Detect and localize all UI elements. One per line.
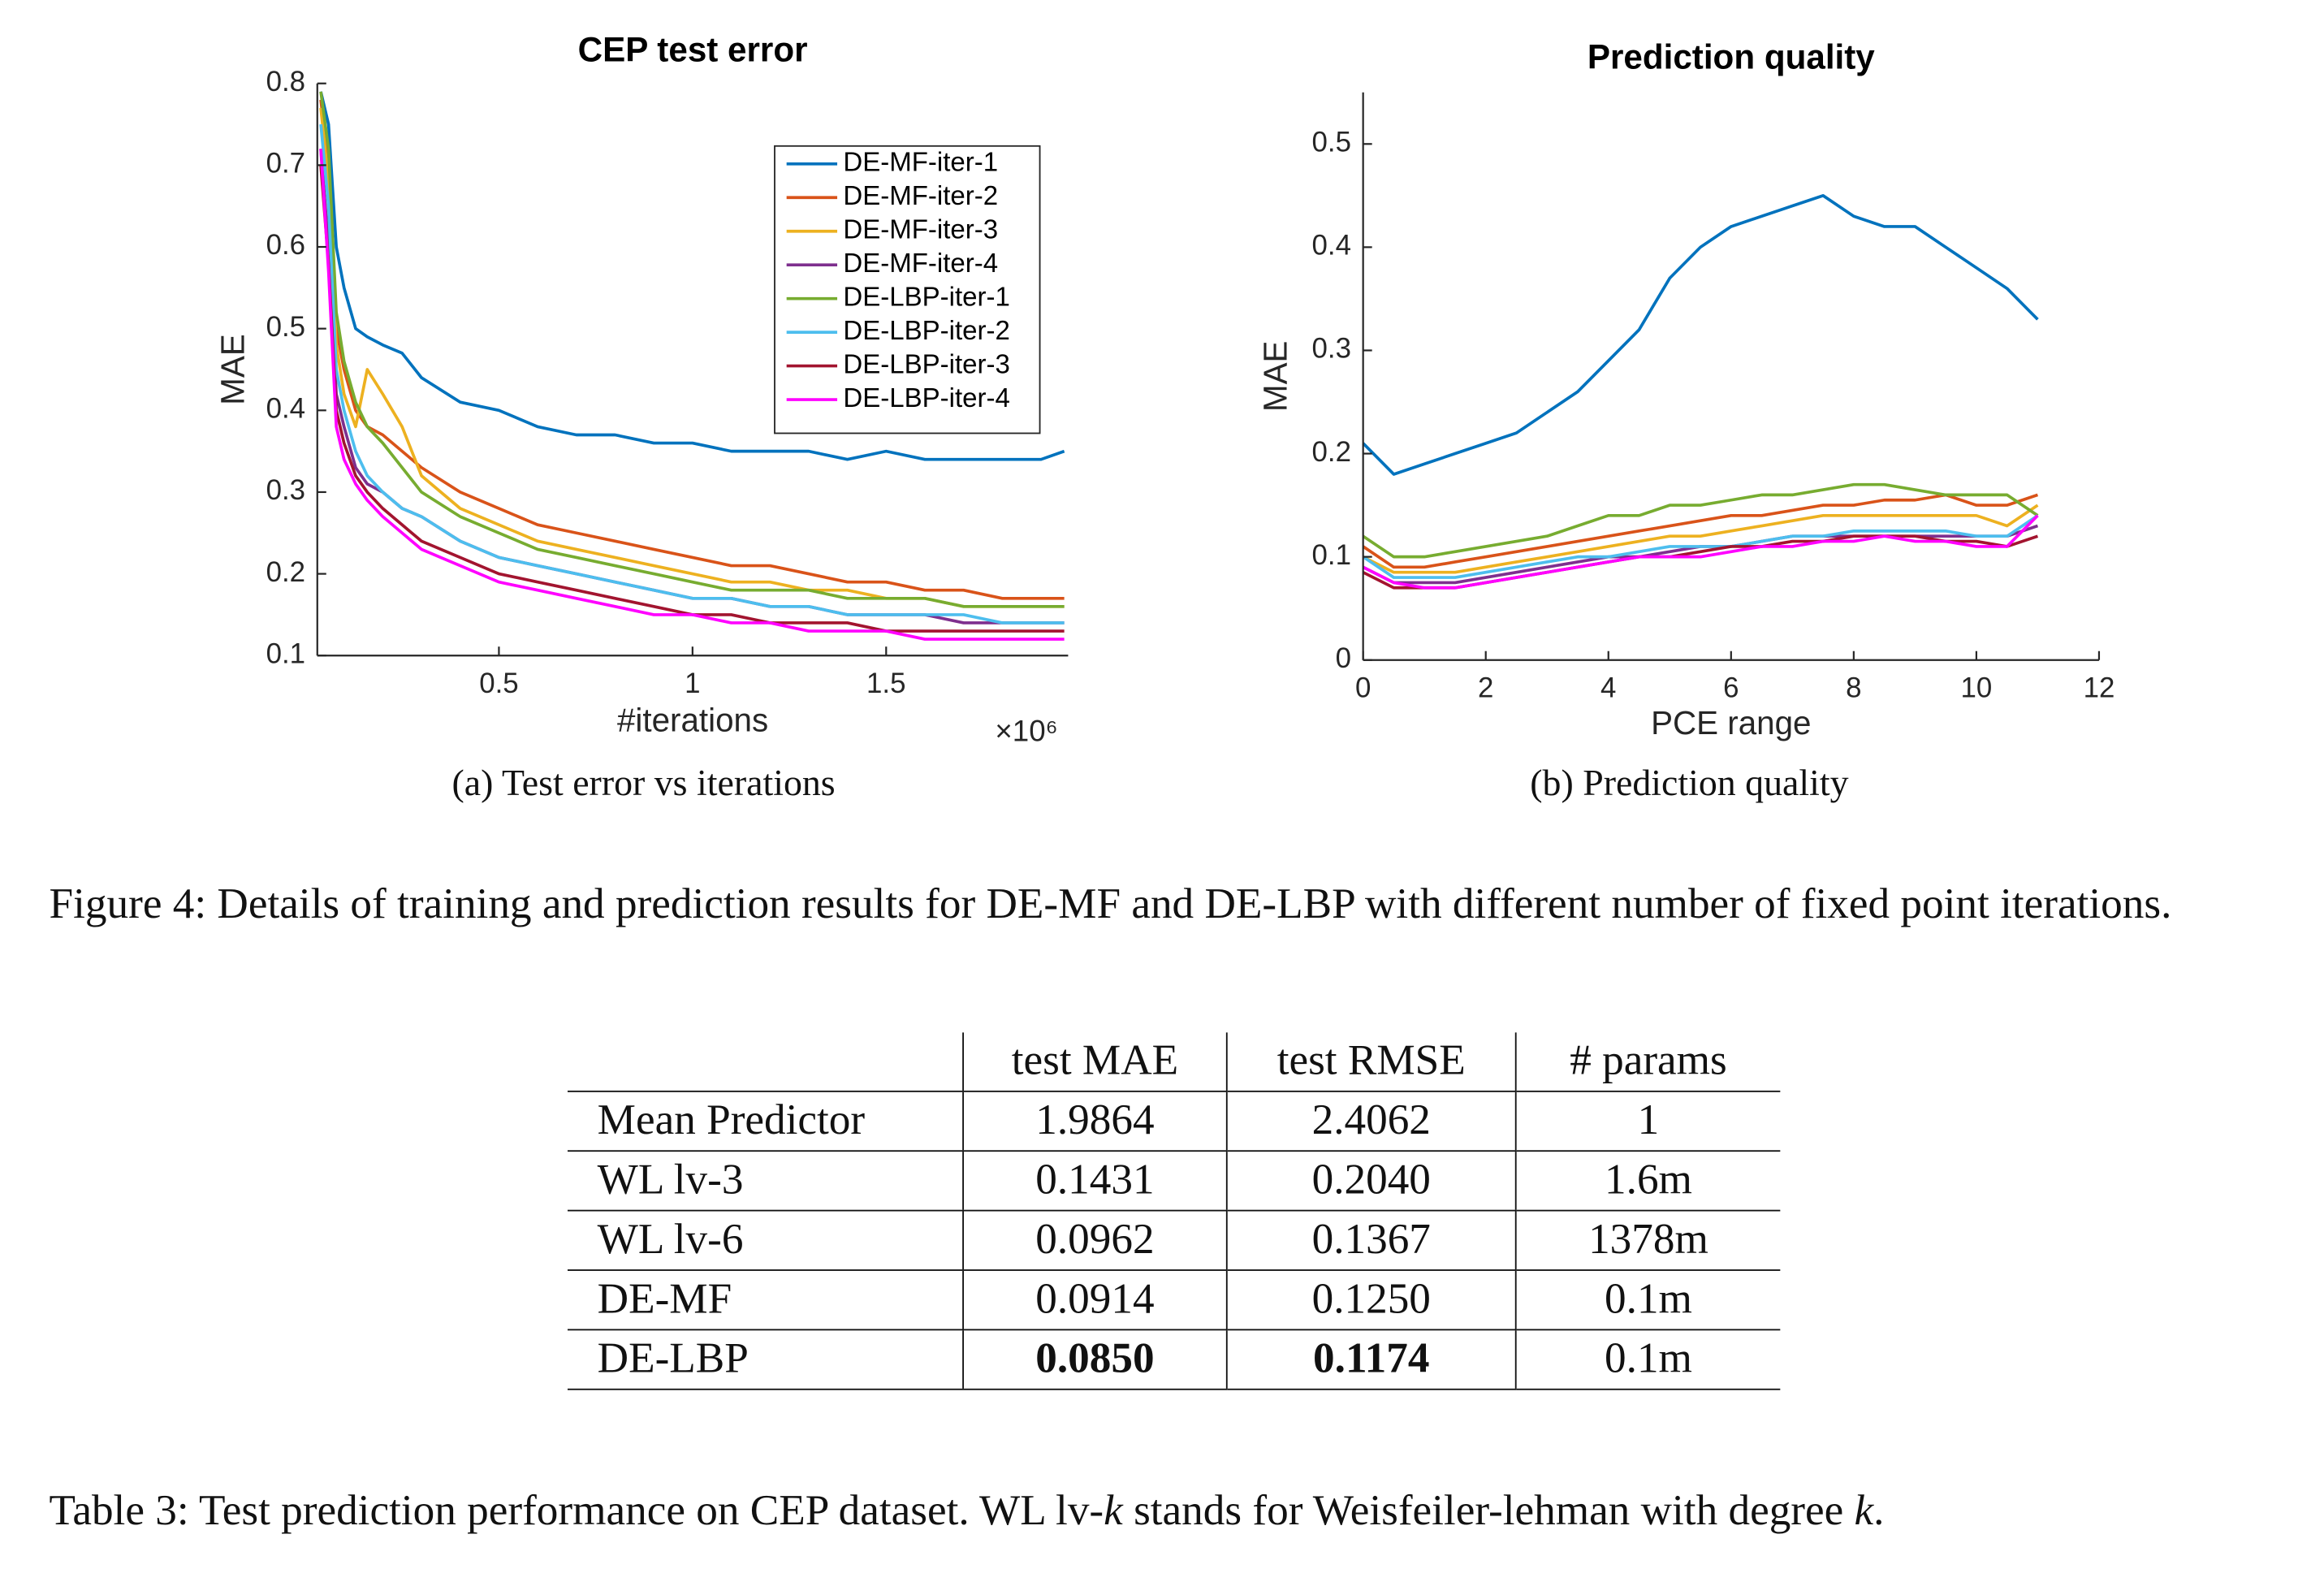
series-line: [319, 165, 1065, 633]
y-tick-label: 0.7: [266, 148, 305, 179]
series-line: [1362, 504, 2039, 574]
series-line: [319, 149, 1065, 641]
y-tick-label: 0.2: [266, 556, 305, 588]
subfigure-caption: (b) Prediction quality: [1530, 762, 1848, 803]
table-row: DE-MF 0.0914 0.1250 0.1m: [567, 1269, 1781, 1331]
table-row: Mean Predictor 1.9864 2.4062 1: [567, 1091, 1781, 1152]
series-line: [1362, 514, 2039, 590]
legend-label: DE-LBP-iter-2: [843, 315, 1009, 345]
y-tick-label: 0.3: [266, 474, 305, 506]
table-header-row: test MAE test RMSE # params: [567, 1032, 1781, 1092]
y-axis-label: MAE: [214, 334, 252, 404]
caption-math: k: [1854, 1486, 1874, 1535]
header-corner: [567, 1032, 964, 1092]
y-axis-label: MAE: [1257, 341, 1294, 412]
y-tick-label: 0.1: [1312, 539, 1351, 571]
series-line: [319, 91, 1065, 461]
table-cell: 0.1174: [1225, 1329, 1516, 1390]
legend-label: DE-MF-iter-1: [843, 147, 998, 177]
caption-text: stands for Weisfeiler-lehman with degree: [1122, 1486, 1855, 1535]
x-tick-label: 4: [1600, 672, 1616, 704]
table-cell: 1.9864: [962, 1091, 1227, 1152]
column-header: test RMSE: [1225, 1032, 1516, 1092]
table-caption: Table 3: Test prediction performance on …: [50, 1482, 2314, 1541]
y-tick-label: 0.4: [266, 393, 305, 425]
y-tick-label: 0.2: [1312, 436, 1351, 468]
caption-math: k: [1104, 1486, 1123, 1535]
y-tick-label: 0.1: [266, 638, 305, 669]
x-tick-label: 6: [1723, 672, 1739, 704]
table-cell: 1: [1514, 1091, 1781, 1152]
row-label: DE-MF: [567, 1269, 964, 1331]
series-line: [319, 123, 1065, 625]
table-cell: 0.1431: [962, 1151, 1227, 1212]
x-tick-label: 12: [2084, 672, 2115, 704]
table-cell: 1.6m: [1514, 1151, 1781, 1212]
legend-label: DE-LBP-iter-3: [843, 348, 1009, 378]
table-cell: 0.0850: [962, 1329, 1227, 1390]
x-axis-label: #iterations: [617, 701, 768, 738]
table-cell: 0.1m: [1514, 1329, 1781, 1390]
legend-label: DE-LBP-iter-1: [843, 281, 1009, 311]
row-label: Mean Predictor: [567, 1091, 964, 1152]
x-exponent-label: ×10⁶: [995, 714, 1057, 747]
subfigure-caption: (a) Test error vs iterations: [451, 762, 835, 803]
table-cell: 2.4062: [1225, 1091, 1516, 1152]
y-tick-label: 0.4: [1312, 230, 1351, 262]
series-line: [1362, 493, 2039, 569]
y-tick-label: 0.5: [1312, 126, 1351, 158]
legend-label: DE-MF-iter-3: [843, 214, 998, 244]
x-tick-label: 1: [685, 668, 700, 699]
series-line: [1362, 524, 2039, 585]
x-tick-label: 0: [1355, 672, 1371, 704]
legend-box: [774, 145, 1041, 434]
table-cell: 0.1367: [1225, 1210, 1516, 1271]
x-tick-label: 0.5: [479, 668, 518, 699]
chart-title: Prediction quality: [1587, 38, 1875, 76]
row-label: WL lv-3: [567, 1151, 964, 1212]
x-tick-label: 10: [1961, 672, 1993, 704]
y-tick-label: 0.8: [266, 66, 305, 97]
table-cell: 1378m: [1514, 1210, 1781, 1271]
table-cell: 0.0962: [962, 1210, 1227, 1271]
x-tick-label: 2: [1478, 672, 1493, 704]
caption-text: .: [1873, 1486, 1885, 1535]
x-axis-label: PCE range: [1651, 704, 1811, 741]
table-row: WL lv-3 0.1431 0.2040 1.6m: [567, 1151, 1781, 1212]
x-tick-label: 8: [1846, 672, 1861, 704]
table-cell: 0.1m: [1514, 1269, 1781, 1331]
caption-text: Table 3: Test prediction performance on …: [49, 1486, 1104, 1535]
table-row: WL lv-6 0.0962 0.1367 1378m: [567, 1210, 1781, 1271]
row-label: WL lv-6: [567, 1210, 964, 1271]
y-tick-label: 0.3: [1312, 333, 1351, 365]
y-tick-label: 0.6: [266, 229, 305, 261]
figure-caption: Figure 4: Details of training and predic…: [49, 880, 2172, 928]
y-tick-label: 0: [1336, 642, 1351, 674]
table-cell: 0.2040: [1225, 1151, 1516, 1212]
chart-title: CEP test error: [578, 30, 808, 68]
series-line: [319, 91, 1065, 608]
figure: CEP test error #iterations MAE (a) Test err…: [214, 30, 2115, 803]
series-line: [1362, 193, 2039, 476]
table-cell: 0.0914: [962, 1269, 1227, 1331]
y-tick-label: 0.5: [266, 311, 305, 343]
series-line: [1362, 514, 2039, 579]
legend-label: DE-MF-iter-4: [843, 248, 998, 278]
table-cell: 0.1250: [1225, 1269, 1516, 1331]
column-header: # params: [1514, 1032, 1781, 1092]
legend-label: DE-LBP-iter-4: [843, 383, 1009, 413]
series-line: [1362, 482, 2039, 559]
x-tick-label: 1.5: [866, 668, 905, 699]
results-table: test MAE test RMSE # params Mean Predictor 1…: [567, 1032, 1781, 1390]
legend-label: DE-MF-iter-2: [843, 180, 998, 210]
table-row: DE-LBP 0.0850 0.1174 0.1m: [567, 1329, 1781, 1390]
column-header: test MAE: [962, 1032, 1227, 1092]
row-label: DE-LBP: [567, 1329, 964, 1390]
